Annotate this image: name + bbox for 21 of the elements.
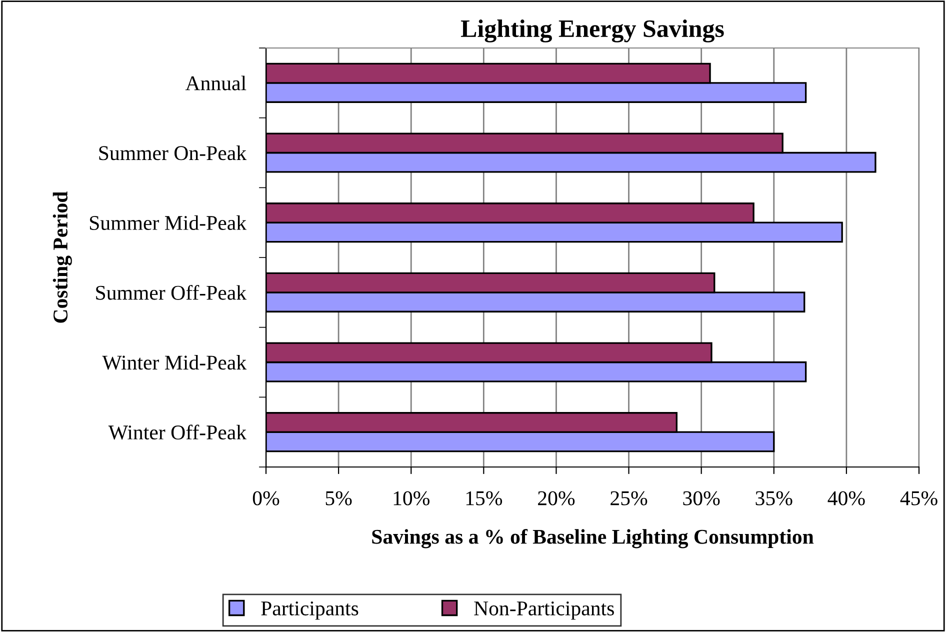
x-tick-label: 15% bbox=[466, 491, 502, 506]
x-tick-label: 20% bbox=[538, 491, 575, 506]
y-tick-label: Winter Mid-Peak bbox=[102, 355, 247, 370]
x-tick-label: 30% bbox=[683, 491, 720, 506]
y-tick-label: Winter Off-Peak bbox=[108, 424, 247, 440]
x-axis-title: Savings as a % of Baseline Lighting Consumption bbox=[372, 528, 814, 548]
x-tick-label: 10% bbox=[394, 491, 430, 506]
x-tick-label: 5% bbox=[326, 491, 352, 506]
x-tick-label: 45% bbox=[900, 491, 938, 506]
y-tick-label: Annual bbox=[185, 76, 246, 90]
x-tick-label: 0% bbox=[252, 491, 280, 506]
legend-label: Participants bbox=[261, 601, 358, 620]
legend-label: Non-Participants bbox=[474, 601, 614, 620]
y-tick-label: Summer Off-Peak bbox=[96, 284, 247, 300]
y-tick-label: Summer Mid-Peak bbox=[90, 215, 247, 230]
x-tick-label: 35% bbox=[756, 491, 792, 506]
x-tick-label: 40% bbox=[828, 491, 865, 506]
chart-title: Lighting Energy Savings bbox=[460, 20, 724, 42]
y-tick-label: Summer On-Peak bbox=[99, 146, 247, 160]
x-tick-label: 25% bbox=[610, 491, 648, 506]
y-axis-title: Costing Period bbox=[52, 191, 72, 323]
